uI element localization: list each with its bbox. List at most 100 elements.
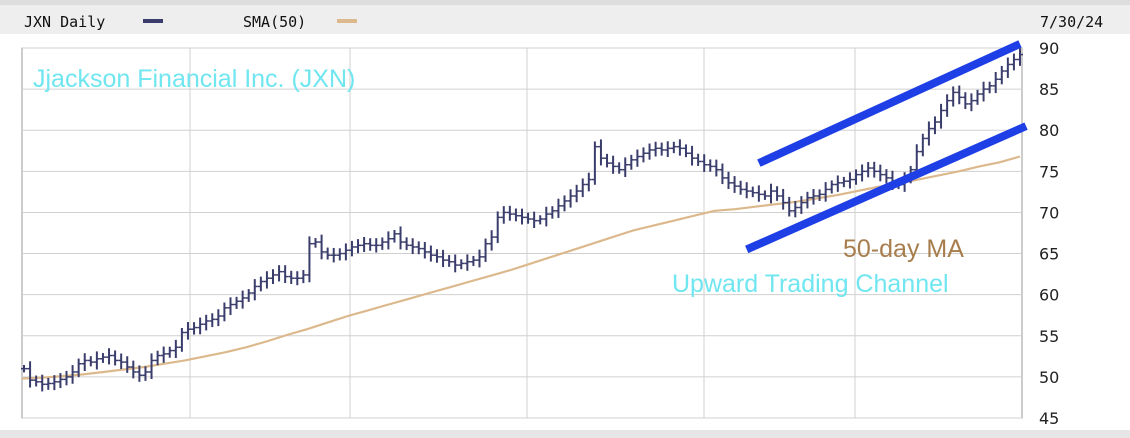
y-axis-ticks: 45 50 55 60 65 70 75 80 85 90: [1039, 39, 1059, 428]
y-tick-label: 90: [1039, 39, 1059, 58]
price-bar: [634, 149, 641, 167]
price-bar: [306, 236, 313, 283]
price-bar: [39, 374, 46, 392]
price-bar: [725, 171, 732, 189]
price-bar: [391, 230, 398, 243]
header-bar: [0, 0, 1130, 34]
price-bar: [203, 314, 210, 331]
price-bar: [804, 191, 811, 209]
price-bar: [883, 169, 890, 184]
price-bar: [294, 271, 301, 286]
price-bar: [288, 270, 295, 285]
price-bar: [622, 157, 629, 177]
price-bar: [944, 94, 951, 117]
price-bar: [51, 375, 58, 391]
price-bar: [670, 141, 677, 154]
price-bar: [877, 164, 884, 182]
price-bar: [859, 164, 866, 182]
price-bar: [512, 208, 519, 222]
price-bar: [822, 182, 829, 202]
price-bar: [865, 162, 872, 178]
price-bar: [962, 92, 969, 110]
price-bar: [531, 211, 538, 229]
price-bar: [1010, 53, 1017, 71]
price-bar: [191, 322, 198, 335]
price-bar: [761, 190, 768, 200]
price-bar: [579, 178, 586, 198]
price-bar: [57, 373, 64, 389]
price-bar: [731, 176, 738, 193]
price-bar: [828, 180, 835, 194]
price-bar: [367, 238, 374, 251]
price-bar: [573, 184, 580, 203]
price-bar: [968, 93, 975, 112]
y-tick-label: 75: [1039, 162, 1059, 181]
price-bar: [998, 65, 1005, 85]
footer-bar: [0, 430, 1130, 438]
ma-annotation: 50-day MA: [843, 235, 964, 263]
price-bar: [719, 163, 726, 185]
y-tick-label: 80: [1039, 121, 1059, 140]
y-tick-label: 70: [1039, 203, 1059, 222]
price-bar: [21, 364, 27, 373]
price-bar: [543, 206, 550, 227]
price-bar: [221, 302, 228, 322]
price-bar: [846, 172, 853, 189]
price-bar: [409, 238, 416, 255]
price-bar: [737, 180, 744, 195]
price-bar: [992, 71, 999, 94]
price-bar: [385, 231, 392, 250]
price-bar: [379, 237, 386, 250]
price-bar: [640, 147, 647, 163]
price-bar: [342, 243, 349, 261]
price-bar: [336, 248, 343, 261]
price-bar: [27, 361, 34, 388]
price-bar: [925, 121, 932, 146]
price-bar: [701, 154, 708, 172]
price-bar: [239, 290, 246, 309]
price-bar: [810, 189, 817, 205]
price-bars: [21, 48, 1023, 392]
price-bar: [440, 249, 447, 268]
price-bar: [482, 238, 489, 262]
price-bar: [749, 186, 756, 198]
price-bar: [525, 212, 532, 224]
price-bar: [154, 350, 161, 366]
price-bar: [555, 198, 562, 218]
price-bar: [780, 188, 787, 210]
price-bar: [713, 159, 720, 177]
price-bar: [956, 85, 963, 105]
price-bar: [33, 375, 40, 387]
price-bar: [537, 215, 544, 225]
header-top-line: [0, 0, 1130, 5]
price-bar: [689, 145, 696, 166]
price-bar: [197, 317, 204, 335]
price-bar: [142, 366, 149, 381]
price-bar: [676, 139, 683, 156]
price-bar: [470, 255, 477, 266]
price-bar: [786, 196, 793, 217]
y-tick-label: 45: [1039, 409, 1059, 428]
price-bar: [585, 172, 592, 192]
price-bar: [604, 153, 611, 168]
price-bar: [403, 237, 410, 251]
price-bar: [974, 89, 981, 105]
price-bar: [768, 183, 774, 204]
price-bar: [300, 270, 307, 284]
price-bar: [755, 185, 762, 202]
price-bar: [227, 297, 234, 316]
price-bar: [318, 234, 325, 260]
price-bar: [1004, 57, 1011, 78]
sma-legend-swatch: [337, 19, 357, 23]
price-bar: [209, 313, 216, 328]
price-bar: [45, 377, 52, 390]
price-bar: [421, 242, 428, 259]
price-bar: [184, 322, 191, 340]
price-bar: [597, 139, 604, 166]
price-bar: [355, 239, 362, 254]
price-bar: [373, 238, 380, 253]
price-bar: [63, 370, 70, 386]
price-bar: [118, 353, 125, 370]
price-bar: [415, 241, 422, 255]
